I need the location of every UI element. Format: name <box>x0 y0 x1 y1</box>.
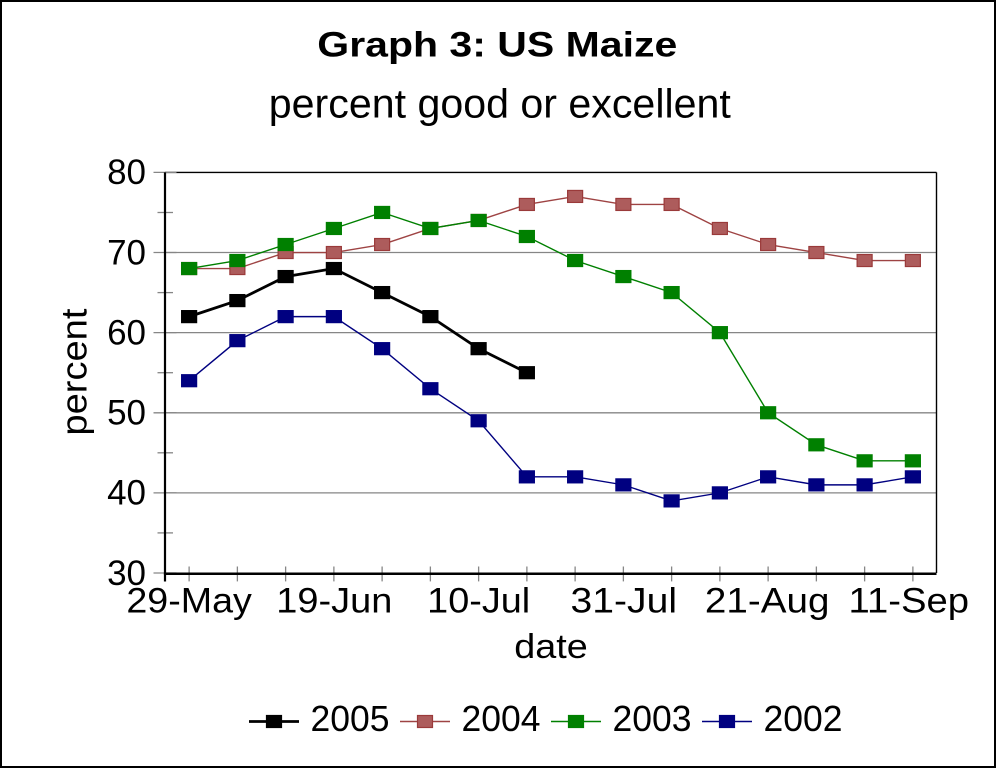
svg-text:date: date <box>514 628 588 666</box>
svg-text:Graph 3: US Maize: Graph 3: US Maize <box>317 26 677 65</box>
svg-text:2003: 2003 <box>613 698 692 739</box>
svg-text:30: 30 <box>107 554 146 593</box>
svg-text:29-May: 29-May <box>126 581 252 621</box>
svg-text:11-Sep: 11-Sep <box>849 581 970 621</box>
svg-text:2005: 2005 <box>311 698 390 739</box>
svg-text:40: 40 <box>107 474 146 513</box>
svg-text:50: 50 <box>107 394 146 433</box>
svg-text:percent: percent <box>54 309 95 436</box>
svg-text:percent good or excellent: percent good or excellent <box>269 80 732 126</box>
svg-text:19-Jun: 19-Jun <box>276 581 392 621</box>
svg-text:60: 60 <box>107 313 146 352</box>
svg-text:21-Aug: 21-Aug <box>705 581 830 621</box>
svg-text:2004: 2004 <box>462 698 541 739</box>
svg-text:70: 70 <box>107 233 146 272</box>
svg-text:31-Jul: 31-Jul <box>571 581 678 621</box>
svg-text:10-Jul: 10-Jul <box>427 581 530 621</box>
svg-text:2002: 2002 <box>764 698 843 739</box>
svg-text:80: 80 <box>107 153 146 192</box>
